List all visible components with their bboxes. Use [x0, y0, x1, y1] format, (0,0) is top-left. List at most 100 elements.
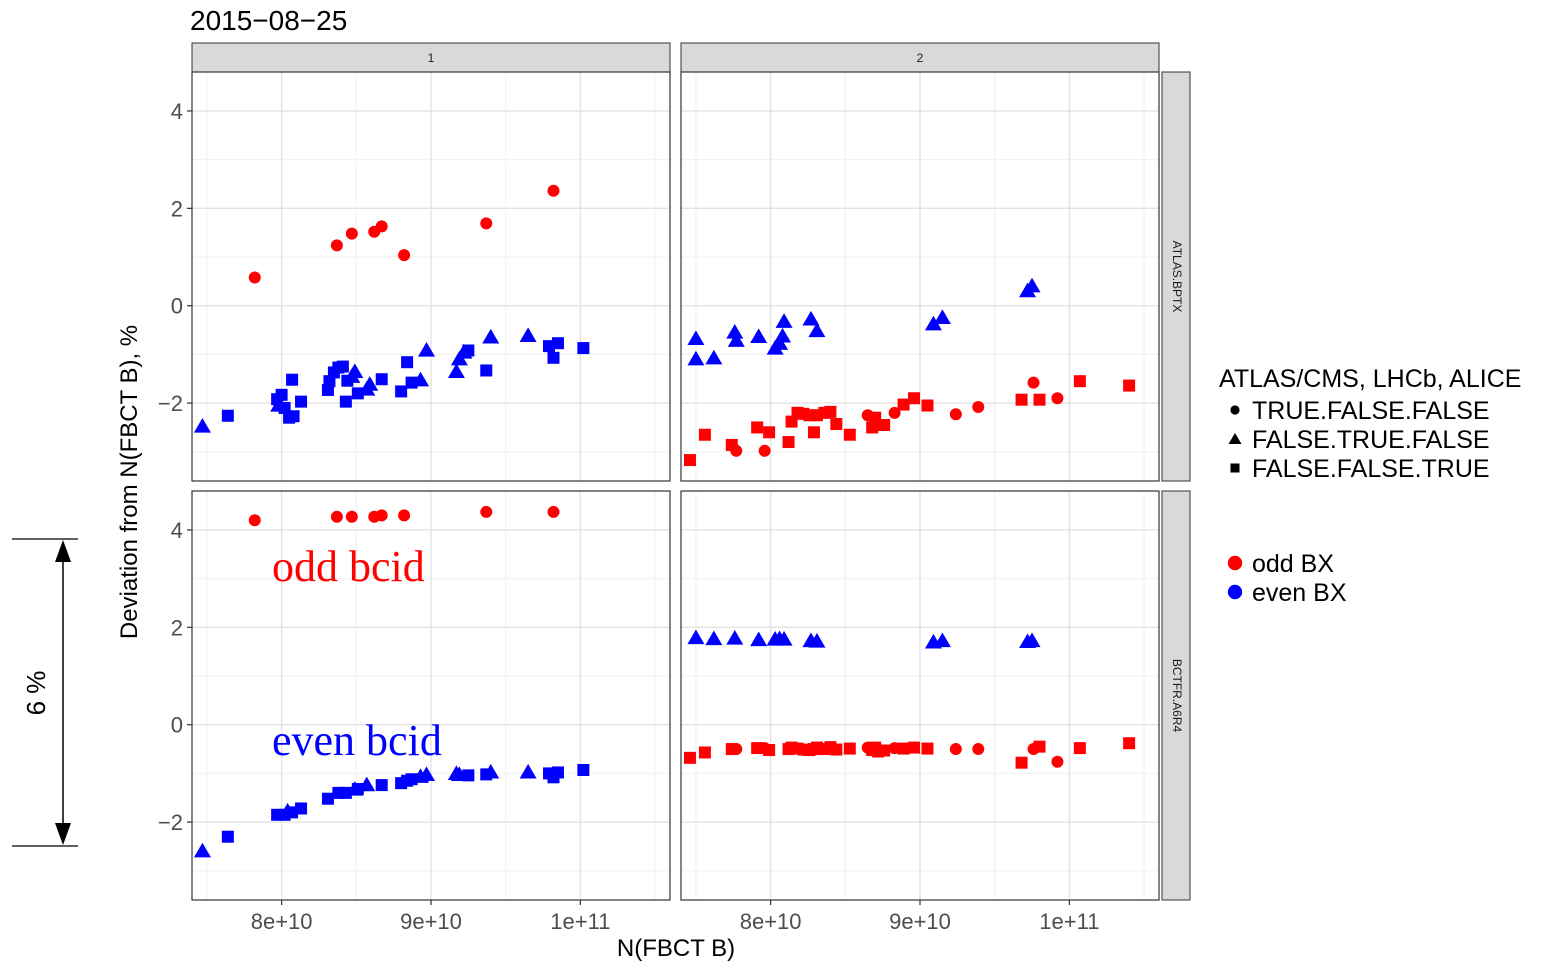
data-point — [248, 514, 261, 527]
data-point — [774, 327, 792, 343]
shape-legend-label: FALSE.TRUE.FALSE — [1252, 426, 1490, 454]
y-axis-title: Deviation from N(FBCT B), % — [116, 325, 143, 639]
data-point — [375, 779, 388, 792]
data-point — [687, 350, 705, 366]
data-point — [750, 328, 768, 343]
data-point — [921, 742, 934, 755]
data-point — [727, 332, 745, 347]
data-point — [972, 743, 985, 756]
data-point — [547, 184, 560, 197]
x-axis-title: N(FBCT B) — [617, 935, 735, 962]
data-point — [398, 249, 411, 262]
data-points-group — [683, 277, 1136, 467]
data-point — [1051, 392, 1064, 405]
data-point — [924, 315, 942, 331]
data-point — [330, 239, 343, 252]
data-point — [482, 328, 500, 344]
data-point — [908, 392, 921, 405]
data-point — [482, 763, 500, 779]
data-point — [519, 763, 537, 779]
data-points-group — [193, 505, 590, 858]
data-point — [1023, 277, 1041, 293]
data-point — [775, 631, 793, 646]
data-point — [1015, 393, 1028, 406]
legend-color-key — [1227, 584, 1243, 600]
data-point — [843, 742, 856, 755]
data-point — [751, 421, 764, 434]
color-legend-label: odd BX — [1252, 550, 1334, 578]
data-point — [395, 385, 408, 398]
data-point — [480, 505, 493, 518]
data-point — [933, 632, 951, 648]
row-strip-label: BCTFR.A6R4 — [1170, 659, 1184, 733]
data-point — [921, 399, 934, 412]
data-point — [1123, 379, 1136, 392]
data-point — [949, 408, 962, 421]
data-point — [193, 417, 211, 433]
data-point — [547, 505, 560, 518]
legend-circle-key — [1230, 405, 1240, 415]
row-strip-label: ATLAS.BPTX — [1170, 241, 1184, 313]
shape-legend-label: FALSE.FALSE.TRUE — [1252, 455, 1490, 483]
data-point — [897, 742, 910, 755]
data-point — [295, 802, 308, 815]
even-bcid-annotation: even bcid — [272, 716, 442, 765]
scale-label: 6 % — [21, 671, 51, 716]
odd-bcid-annotation: odd bcid — [272, 542, 425, 591]
data-point — [345, 510, 358, 523]
data-point — [412, 371, 430, 387]
data-point — [286, 373, 299, 386]
shape-legend-label: TRUE.FALSE.FALSE — [1252, 397, 1490, 425]
data-point — [418, 766, 436, 781]
x-tick-label: 9e+10 — [889, 909, 951, 934]
data-points-group — [193, 184, 590, 433]
legend-triangle-key — [1228, 433, 1242, 444]
data-point — [1015, 756, 1028, 769]
data-point — [972, 400, 985, 413]
panel-border — [191, 71, 671, 482]
x-tick-label: 8e+10 — [251, 909, 313, 934]
data-point — [398, 509, 411, 522]
data-point — [1073, 742, 1086, 755]
data-point — [698, 428, 711, 441]
data-point — [775, 313, 793, 328]
data-point — [321, 792, 334, 805]
x-tick-label: 8e+10 — [740, 909, 802, 934]
data-point — [1051, 755, 1064, 768]
data-point — [878, 419, 891, 432]
data-point — [336, 360, 349, 373]
data-point — [1123, 737, 1136, 750]
data-point — [763, 426, 776, 439]
data-point — [830, 418, 843, 431]
data-point — [351, 782, 364, 795]
y-tick-label: 4 — [171, 518, 183, 543]
data-point — [730, 743, 743, 756]
data-point — [193, 842, 211, 858]
data-point — [1033, 740, 1046, 753]
scale-arrow-up-head — [55, 540, 71, 562]
data-point — [275, 388, 288, 401]
color-legend-label: even BX — [1252, 579, 1347, 607]
data-point — [705, 349, 723, 365]
data-point — [878, 744, 891, 757]
data-point — [726, 630, 744, 645]
data-point — [758, 444, 771, 457]
data-point — [462, 344, 475, 357]
data-point — [824, 405, 837, 418]
data-point — [295, 395, 308, 408]
data-points-group — [683, 629, 1136, 769]
data-point — [698, 746, 711, 759]
data-point — [480, 364, 493, 377]
data-point — [418, 342, 436, 357]
data-point — [551, 337, 564, 350]
data-point — [1033, 393, 1046, 406]
data-point — [358, 776, 376, 792]
data-point — [577, 342, 590, 355]
scale-arrow-down-head — [55, 823, 71, 845]
data-point — [908, 741, 921, 754]
x-tick-label: 1e+11 — [1039, 909, 1099, 934]
data-point — [375, 373, 388, 386]
data-point — [345, 227, 358, 240]
y-tick-label: 4 — [171, 99, 183, 124]
